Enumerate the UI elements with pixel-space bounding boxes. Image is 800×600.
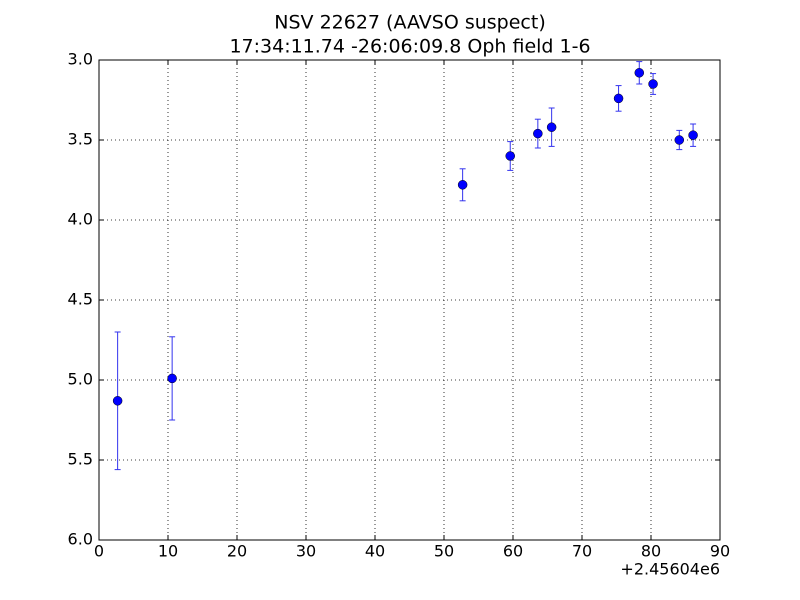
y-tick-label: 5.0 bbox=[68, 370, 93, 389]
x-tick-label: 60 bbox=[503, 542, 523, 561]
data-point bbox=[674, 135, 685, 145]
data-point bbox=[613, 93, 624, 104]
data-point bbox=[648, 79, 658, 89]
data-point bbox=[167, 373, 177, 384]
x-tick-label: 80 bbox=[641, 542, 661, 561]
data-point bbox=[546, 122, 557, 132]
x-tick-label: 90 bbox=[710, 542, 730, 561]
x-tick-label: 40 bbox=[365, 542, 385, 561]
chart-subtitle: 17:34:11.74 -26:06:09.8 Oph field 1-6 bbox=[229, 36, 590, 58]
marks bbox=[112, 61, 698, 471]
y-tick-label: 6.0 bbox=[68, 530, 93, 549]
y-tick-label: 4.0 bbox=[68, 210, 93, 229]
chart-title: NSV 22627 (AAVSO suspect) bbox=[274, 12, 545, 34]
x-offset-label: +2.45604e6 bbox=[620, 560, 720, 579]
data-point bbox=[505, 151, 515, 161]
data-point bbox=[112, 396, 123, 406]
x-tick-label: 0 bbox=[94, 542, 104, 561]
y-tick-label: 3.0 bbox=[68, 50, 93, 69]
data-point bbox=[457, 180, 468, 190]
x-tick-label: 50 bbox=[434, 542, 454, 561]
y-tick-label: 4.5 bbox=[68, 290, 93, 309]
y-tick-label: 5.5 bbox=[68, 450, 93, 469]
x-tick-label: 30 bbox=[296, 542, 316, 561]
x-tick-label: 70 bbox=[572, 542, 592, 561]
data-point bbox=[634, 68, 645, 78]
y-tick-label: 3.5 bbox=[68, 130, 93, 149]
x-tick-label: 20 bbox=[227, 542, 247, 561]
x-tick-label: 10 bbox=[158, 542, 178, 561]
data-point bbox=[688, 130, 698, 140]
data-point bbox=[533, 128, 543, 139]
